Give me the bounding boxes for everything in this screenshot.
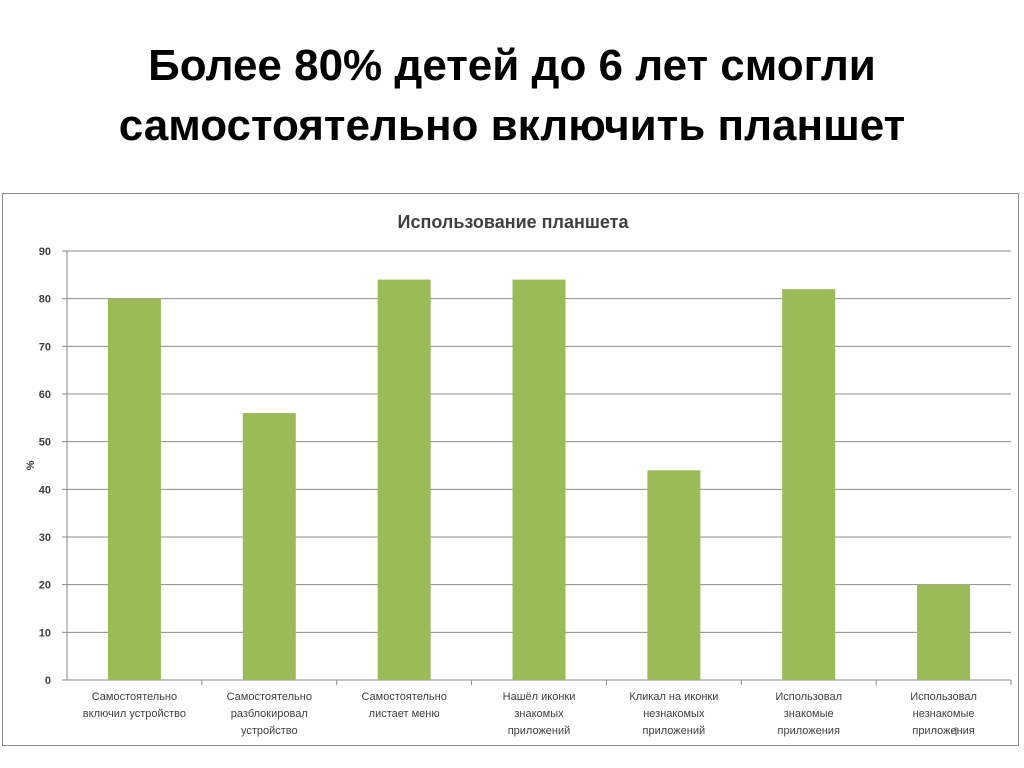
y-tick-label: 80 [39, 294, 51, 306]
x-category-label: Кликал на иконки [629, 691, 718, 703]
page-number: 4 [951, 724, 959, 739]
bar [377, 279, 431, 680]
bar [917, 584, 971, 680]
bar [782, 289, 836, 680]
x-category-label: приложений [643, 725, 706, 737]
x-category-label: разблокировал [231, 708, 308, 720]
y-tick-label: 90 [39, 246, 51, 258]
x-category-label: незнакомые [913, 708, 975, 720]
x-category-label: Использовал [775, 691, 842, 703]
x-category-label: знакомые [784, 708, 834, 720]
x-category-label: Нашёл иконки [503, 691, 576, 703]
x-category-label: приложений [508, 725, 571, 737]
bar [647, 470, 701, 680]
x-category-label: незнакомых [643, 708, 705, 720]
bar [512, 279, 566, 680]
slide-title: Более 80% детей до 6 лет смогли самостоя… [0, 36, 1024, 156]
x-category-label: Самостоятельно [227, 691, 312, 703]
bar [107, 298, 161, 680]
x-category-label: Самостоятельно [92, 691, 177, 703]
chart-title: Использование планшета [398, 212, 630, 232]
slide-title-line-2: самостоятельно включить планшет [118, 101, 906, 150]
y-tick-label: 50 [39, 437, 51, 449]
x-category-label: приложения [912, 725, 974, 737]
y-tick-label: 40 [39, 484, 51, 496]
x-category-label: включил устройство [83, 708, 186, 720]
y-axis-label: % [25, 460, 37, 470]
x-category-label: Использовал [910, 691, 977, 703]
chart-frame: Использование планшета 0 10 20 30 40 50 60 70 80 9… [2, 193, 1019, 746]
bar [242, 413, 296, 680]
y-tick-label: 20 [39, 580, 51, 592]
x-category-label: приложения [778, 725, 840, 737]
x-category-label: знакомых [514, 708, 564, 720]
y-tick-label: 60 [39, 389, 51, 401]
x-category-label: устройство [241, 725, 298, 737]
y-tick-label: 10 [39, 627, 51, 639]
slide-title-line-1: Более 80% детей до 6 лет смогли [148, 41, 876, 90]
y-tick-label: 70 [39, 341, 51, 353]
y-tick-label: 30 [39, 532, 51, 544]
x-category-label: Самостоятельно [361, 691, 446, 703]
y-tick-label: 0 [45, 675, 51, 687]
x-category-label: листает меню [369, 708, 440, 720]
bar-chart: Использование планшета 0 10 20 30 40 50 60 70 80 9… [25, 212, 1012, 737]
